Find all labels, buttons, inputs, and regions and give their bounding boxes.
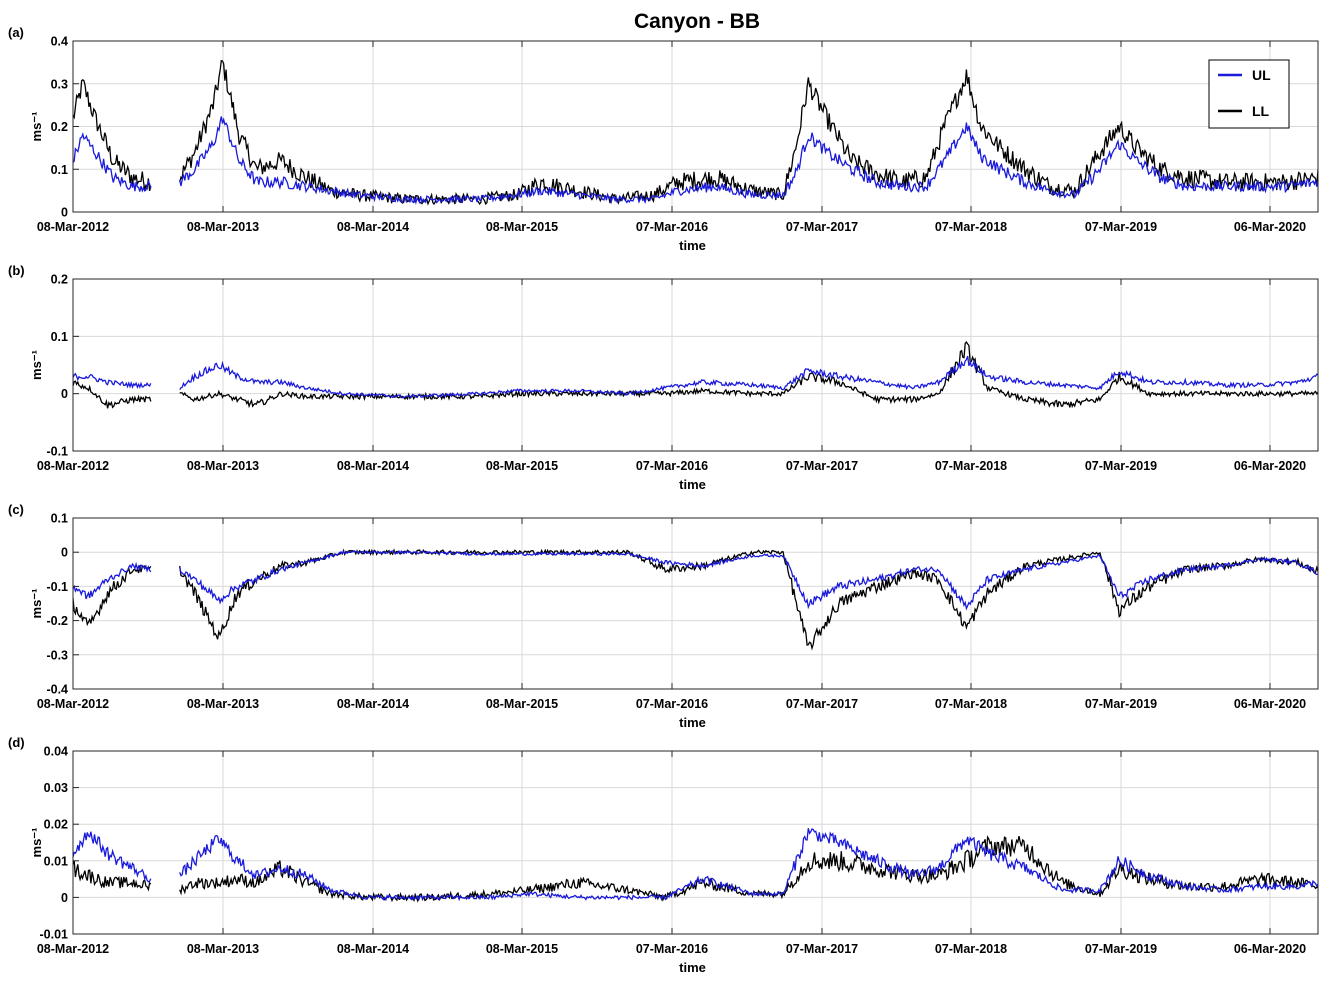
plot-area bbox=[73, 279, 1318, 451]
x-tick-label: 08-Mar-2013 bbox=[187, 942, 259, 956]
x-tick-label: 07-Mar-2016 bbox=[636, 220, 708, 234]
x-tick-label: 07-Mar-2019 bbox=[1085, 220, 1157, 234]
x-tick-label: 08-Mar-2014 bbox=[337, 220, 409, 234]
y-tick-label: 0 bbox=[61, 891, 68, 905]
x-tick-label: 07-Mar-2017 bbox=[786, 697, 858, 711]
x-axis-label: time bbox=[679, 477, 706, 492]
y-axis-label: ms⁻¹ bbox=[29, 350, 44, 380]
y-tick-label: 0.2 bbox=[51, 120, 68, 134]
y-tick-label: 0.1 bbox=[51, 512, 68, 526]
y-tick-label: 0.4 bbox=[51, 35, 68, 49]
x-tick-label: 06-Mar-2020 bbox=[1234, 697, 1306, 711]
series-line-ul bbox=[73, 116, 1318, 205]
y-tick-label: 0.01 bbox=[44, 854, 68, 868]
x-tick-label: 08-Mar-2012 bbox=[37, 942, 109, 956]
legend-box bbox=[1208, 59, 1290, 129]
axes-box bbox=[72, 517, 1319, 690]
y-tick-label: -0.01 bbox=[40, 928, 69, 942]
panel-d: 08-Mar-2012 08-Mar-2013 08-Mar-2014 08-Mar-… bbox=[8, 735, 1319, 975]
x-tick-label: 08-Mar-2013 bbox=[187, 459, 259, 473]
y-tick-label: 0 bbox=[61, 546, 68, 560]
x-tick-label: 07-Mar-2019 bbox=[1085, 459, 1157, 473]
legend-ll-label: LL bbox=[1252, 103, 1270, 119]
x-tick-label: 08-Mar-2012 bbox=[37, 697, 109, 711]
x-tick-label: 07-Mar-2018 bbox=[935, 220, 1007, 234]
series-line-ul bbox=[73, 828, 1318, 902]
x-tick-label: 06-Mar-2020 bbox=[1234, 220, 1306, 234]
y-tick-label: -0.1 bbox=[46, 580, 68, 594]
y-tick-label: 0.1 bbox=[51, 163, 68, 177]
plot-area bbox=[73, 518, 1318, 689]
legend-ul-label: UL bbox=[1252, 67, 1271, 83]
y-tick-label: 0 bbox=[61, 206, 68, 220]
y-tick-label: -0.1 bbox=[46, 445, 68, 459]
y-tick-label: -0.4 bbox=[46, 683, 68, 697]
x-tick-label: 07-Mar-2018 bbox=[935, 459, 1007, 473]
panel-b: 08-Mar-2012 08-Mar-2013 08-Mar-2014 08-Mar-… bbox=[8, 263, 1319, 492]
series-line-ul bbox=[73, 355, 1318, 399]
panel-label: (d) bbox=[8, 735, 25, 750]
y-tick-label: 0 bbox=[61, 387, 68, 401]
x-tick-label: 07-Mar-2017 bbox=[786, 942, 858, 956]
figure-title: Canyon - BB bbox=[634, 10, 760, 33]
y-tick-label: -0.3 bbox=[46, 648, 68, 662]
x-tick-label: 08-Mar-2015 bbox=[486, 942, 558, 956]
x-tick-label: 07-Mar-2016 bbox=[636, 459, 708, 473]
axes-box bbox=[72, 278, 1319, 452]
panel-label: (a) bbox=[8, 25, 24, 40]
axes-box bbox=[72, 750, 1319, 935]
x-axis-label: time bbox=[679, 238, 706, 253]
x-tick-label: 08-Mar-2015 bbox=[486, 220, 558, 234]
y-tick-label: 0.02 bbox=[44, 818, 68, 832]
panels: 08-Mar-2012 08-Mar-2013 08-Mar-2014 08-Mar-… bbox=[8, 25, 1319, 975]
y-tick-label: 0.1 bbox=[51, 330, 68, 344]
y-tick-label: 0.2 bbox=[51, 273, 68, 287]
panel-label: (c) bbox=[8, 502, 24, 517]
legend: UL LL bbox=[1208, 59, 1290, 129]
panel-label: (b) bbox=[8, 263, 25, 278]
x-tick-label: 08-Mar-2014 bbox=[337, 459, 409, 473]
x-tick-label: 06-Mar-2020 bbox=[1234, 942, 1306, 956]
x-tick-label: 08-Mar-2014 bbox=[337, 697, 409, 711]
x-tick-label: 07-Mar-2016 bbox=[636, 942, 708, 956]
plot-area bbox=[73, 751, 1318, 934]
panel-a: 08-Mar-2012 08-Mar-2013 08-Mar-2014 08-Mar-… bbox=[8, 25, 1319, 253]
y-tick-label: 0.03 bbox=[44, 781, 68, 795]
y-tick-label: 0.04 bbox=[44, 745, 68, 759]
x-tick-label: 08-Mar-2013 bbox=[187, 697, 259, 711]
x-tick-label: 08-Mar-2013 bbox=[187, 220, 259, 234]
panel-c: 08-Mar-2012 08-Mar-2013 08-Mar-2014 08-Mar-… bbox=[8, 502, 1319, 730]
series-line-ul bbox=[73, 549, 1318, 611]
x-tick-label: 08-Mar-2012 bbox=[37, 459, 109, 473]
x-axis-label: time bbox=[679, 960, 706, 975]
y-axis-label: ms⁻¹ bbox=[29, 589, 44, 619]
y-axis-label: ms⁻¹ bbox=[29, 828, 44, 858]
x-tick-label: 06-Mar-2020 bbox=[1234, 459, 1306, 473]
x-tick-label: 07-Mar-2018 bbox=[935, 697, 1007, 711]
x-tick-label: 08-Mar-2015 bbox=[486, 697, 558, 711]
x-tick-label: 08-Mar-2012 bbox=[37, 220, 109, 234]
x-tick-label: 07-Mar-2019 bbox=[1085, 697, 1157, 711]
y-tick-label: 0.3 bbox=[51, 77, 68, 91]
x-tick-label: 07-Mar-2018 bbox=[935, 942, 1007, 956]
y-axis-label: ms⁻¹ bbox=[29, 112, 44, 142]
x-tick-label: 07-Mar-2019 bbox=[1085, 942, 1157, 956]
x-tick-label: 08-Mar-2014 bbox=[337, 942, 409, 956]
x-tick-label: 08-Mar-2015 bbox=[486, 459, 558, 473]
x-tick-label: 07-Mar-2017 bbox=[786, 220, 858, 234]
x-axis-label: time bbox=[679, 715, 706, 730]
x-tick-label: 07-Mar-2016 bbox=[636, 697, 708, 711]
y-tick-label: -0.2 bbox=[46, 614, 68, 628]
x-tick-label: 07-Mar-2017 bbox=[786, 459, 858, 473]
